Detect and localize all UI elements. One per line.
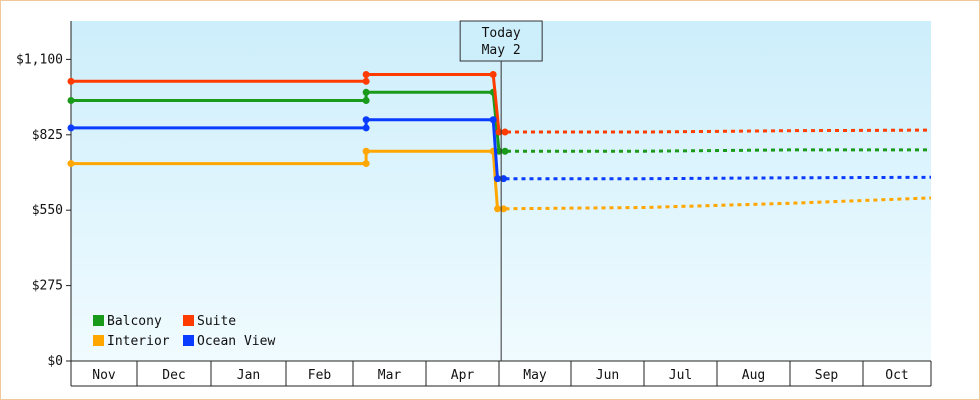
data-point	[494, 175, 502, 183]
data-point	[362, 147, 370, 155]
y-tick-label: $1,100	[16, 52, 63, 67]
data-point	[362, 97, 370, 105]
y-tick-label: $0	[47, 354, 63, 369]
today-box	[459, 20, 543, 62]
today-label: Today	[482, 26, 521, 41]
data-point	[501, 147, 509, 155]
data-point	[362, 70, 370, 78]
data-point	[362, 116, 370, 124]
data-point	[67, 97, 75, 105]
data-point	[362, 124, 370, 132]
legend-label-balcony: Balcony	[107, 314, 162, 329]
month-label: Aug	[742, 368, 765, 383]
forecast-line-balcony	[499, 148, 931, 153]
legend-swatch-balcony	[93, 315, 104, 326]
legend-label-interior: Interior	[107, 334, 170, 349]
data-point	[500, 175, 508, 183]
legend-swatch-interior	[93, 335, 104, 346]
month-label: Dec	[162, 368, 185, 383]
legend: Balcony Suite Interior Ocean View	[93, 314, 275, 349]
month-label: Oct	[885, 368, 908, 383]
legend-swatch-ocean-view	[183, 335, 194, 346]
data-point	[501, 128, 509, 136]
y-tick-label: $550	[32, 203, 63, 218]
data-point	[67, 124, 75, 132]
month-label: Mar	[378, 368, 402, 383]
forecast-line-interior	[497, 196, 932, 211]
data-point	[67, 160, 75, 168]
data-point	[362, 77, 370, 85]
data-point	[494, 205, 502, 213]
data-point	[67, 77, 75, 85]
data-point	[362, 88, 370, 96]
data-point	[489, 70, 497, 78]
month-label: Jun	[596, 368, 619, 383]
forecast-line-ocean-view	[497, 175, 932, 181]
legend-label-ocean-view: Ocean View	[197, 334, 275, 349]
y-tick-label: $825	[32, 128, 63, 143]
month-label: Nov	[92, 368, 116, 383]
legend-label-suite: Suite	[197, 314, 236, 329]
month-label: Apr	[451, 368, 475, 383]
today-marker: Today May 2	[459, 20, 543, 361]
forecast-line-suite	[499, 128, 932, 134]
data-point	[489, 116, 497, 124]
month-label: Jul	[669, 368, 692, 383]
y-tick-label: $275	[32, 279, 63, 294]
axes: $0 $275 $550 $825 $1,100 Nov Dec Jan Feb Mar Apr Ma…	[16, 21, 932, 387]
month-label: Jan	[237, 368, 260, 383]
today-date: May 2	[482, 43, 521, 58]
month-label: Feb	[308, 368, 332, 383]
month-label: Sep	[815, 368, 839, 383]
data-point	[500, 205, 508, 213]
month-label: May	[523, 368, 547, 383]
legend-swatch-suite	[183, 315, 194, 326]
data-point	[362, 160, 370, 168]
